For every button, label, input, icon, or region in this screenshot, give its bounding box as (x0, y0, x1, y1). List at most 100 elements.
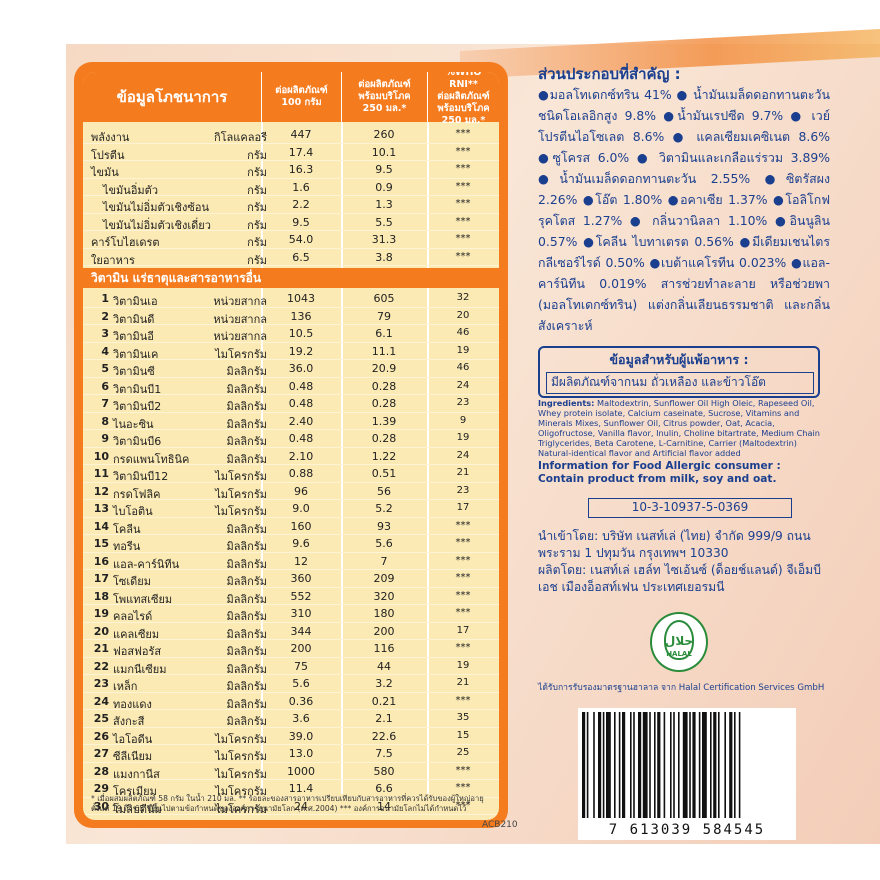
nutrient-row: ไขมันไม่อิ่มตัวเชิงซ้อน กรัม 2.2 1.3 *** (83, 196, 499, 214)
value-per-100g: 9.5 (292, 215, 310, 229)
barcode-bar (738, 712, 741, 818)
nutrient-row: 1 วิตามินเอ หน่วยสากล 1043 605 32 (83, 290, 499, 308)
barcode-bar (678, 712, 680, 818)
nutrient-row: 16 แอล-คาร์นิทีน มิลลิกรัม 12 7 *** (83, 553, 499, 571)
value-per-100g: 136 (290, 309, 312, 323)
nutrient-name: ไขมันไม่อิ่มตัวเชิงเดี่ยว (103, 218, 211, 232)
nutrient-unit: มิลลิกรัม (226, 400, 267, 413)
value-per-serving: 260 (373, 128, 395, 141)
importer-text: นำเข้าโดย: บริษัท เนสท์เล่ (ไทย) จำกัด 9… (538, 529, 811, 560)
nutrition-table: ข้อมูลโภชนาการ ต่อผลิตภัณฑ์ 100 กรัม ต่อ… (83, 72, 499, 820)
nutrient-name: ไนอะซิน (113, 417, 154, 431)
nutrient-number: 14 (93, 519, 109, 533)
nutrition-header: ข้อมูลโภชนาการ ต่อผลิตภัณฑ์ 100 กรัม ต่อ… (83, 72, 499, 126)
nutrient-row: 6 วิตามินบี1 มิลลิกรัม 0.48 0.28 24 (83, 378, 499, 396)
barcode-bar (729, 712, 733, 818)
nutrient-name: วิตามินบี2 (113, 400, 162, 413)
barcode-bar (657, 712, 661, 818)
value-per-serving: 44 (377, 659, 391, 673)
nutrient-unit: มิลลิกรัม (226, 540, 267, 553)
nutrient-number: 30 (93, 799, 109, 813)
nutrient-row: 14 โคลีน มิลลิกรัม 160 93 *** (83, 518, 499, 536)
value-per-serving: 11.1 (371, 344, 397, 358)
value-per-100g: 360 (290, 572, 312, 585)
nutrient-unit: ไมโครกรัม (215, 732, 267, 746)
nutrient-number: 3 (101, 327, 109, 340)
value-per-100g: 5.6 (292, 677, 310, 690)
barcode-bar (602, 712, 605, 818)
nutrient-unit: ไมโครกรัม (215, 802, 267, 816)
value-who-rni: *** (455, 180, 471, 192)
nutrient-unit: หน่วยสากล (213, 330, 267, 343)
ingredients-en-text: Maltodextrin, Sunflower Oil High Oleic, … (538, 398, 820, 458)
nutrient-unit: กรัม (247, 183, 267, 197)
value-who-rni: 21 (456, 467, 470, 478)
barcode-bar (606, 712, 611, 818)
value-who-rni: *** (455, 145, 471, 157)
nutrient-number: 2 (101, 309, 109, 323)
value-who-rni: 46 (456, 327, 470, 338)
value-who-rni: *** (455, 519, 471, 531)
value-who-rni: 17 (456, 624, 470, 636)
nutrient-row: 3 วิตามินอี หน่วยสากล 10.5 6.1 46 (83, 325, 499, 343)
barcode-bar (622, 712, 626, 818)
nutrient-unit: ไมโครกรัม (215, 785, 267, 798)
vitamins-section-header: วิตามิน แร่ธาตุและสารอาหารอื่น (83, 268, 499, 288)
nutrient-row: 13 ไบโอติน ไมโครกรัม 9.0 5.2 17 (83, 500, 499, 518)
value-per-serving: 0.21 (371, 694, 397, 708)
nutrient-number: 28 (93, 764, 109, 778)
nutrient-unit: กรัม (247, 201, 267, 214)
value-who-rni: *** (455, 198, 471, 209)
nutrient-unit: มิลลิกรัม (226, 645, 267, 658)
value-who-rni: 19 (456, 344, 470, 356)
value-who-rni: *** (455, 554, 471, 566)
value-per-100g: 54.0 (288, 233, 314, 246)
nutrient-row: 8 ไนอะซิน มิลลิกรัม 2.40 1.39 9 (83, 413, 499, 431)
nutrient-number: 6 (101, 379, 109, 393)
nutrient-unit: มิลลิกรัม (226, 627, 267, 641)
barcode-bar (718, 712, 720, 818)
value-per-serving: 180 (373, 607, 395, 620)
value-who-rni: 9 (459, 414, 467, 426)
nutrient-number: 17 (93, 572, 109, 585)
nutrient-row: 2 วิตามินดี หน่วยสากล 136 79 20 (83, 308, 499, 326)
value-per-100g: 13.0 (288, 747, 314, 760)
nutrient-name: พลังงาน (91, 131, 130, 144)
nutrient-number: 11 (93, 467, 109, 480)
nutrient-name: วิตามินเอ (113, 295, 158, 308)
value-per-100g: 0.48 (288, 379, 314, 393)
nutrient-unit: มิลลิกรัม (226, 715, 267, 728)
value-per-100g: 6.5 (292, 250, 310, 264)
value-who-rni: *** (455, 694, 471, 706)
value-per-100g: 36.0 (288, 362, 314, 375)
allergy-english: Information for Food Allergic consumer :… (538, 460, 828, 485)
value-who-rni: *** (455, 215, 471, 227)
value-per-100g: 200 (290, 642, 312, 655)
nutrient-unit: ไมโครกรัม (215, 750, 267, 763)
value-per-serving: 1.39 (371, 414, 397, 428)
nutrient-unit: มิลลิกรัม (226, 452, 267, 466)
value-per-serving: 0.28 (371, 432, 397, 445)
nutrient-unit: กิโลแคลอรี (213, 131, 267, 144)
nutrient-number: 21 (93, 642, 109, 655)
nutrient-number: 9 (101, 432, 109, 445)
nutrient-name: ทอรีน (113, 540, 141, 553)
value-per-serving: 2.1 (375, 712, 393, 725)
nutrient-name: ทองแดง (113, 697, 152, 711)
value-who-rni: *** (455, 607, 471, 618)
nutrient-row: ไขมันไม่อิ่มตัวเชิงเดี่ยว กรัม 9.5 5.5 *** (83, 214, 499, 232)
value-per-100g: 447 (290, 128, 312, 141)
nutrient-row: 22 แมกนีเซียม มิลลิกรัม 75 44 19 (83, 658, 499, 676)
nutrient-unit: มิลลิกรัม (226, 662, 267, 676)
value-per-serving: 0.51 (371, 467, 397, 480)
value-per-serving: 20.9 (371, 362, 397, 375)
barcode-bar (614, 712, 616, 818)
nutrient-number: 10 (93, 449, 109, 463)
nutrient-row: ใยอาหาร กรัม 6.5 3.8 *** (83, 249, 499, 267)
value-per-serving: 0.28 (371, 397, 397, 410)
nutrient-row: 12 กรดโฟลิค ไมโครกรัม 96 56 23 (83, 483, 499, 501)
barcode-bar (582, 712, 586, 818)
barcode-bar (710, 712, 712, 818)
ingredients-english: Ingredients: Maltodextrin, Sunflower Oil… (538, 398, 828, 458)
